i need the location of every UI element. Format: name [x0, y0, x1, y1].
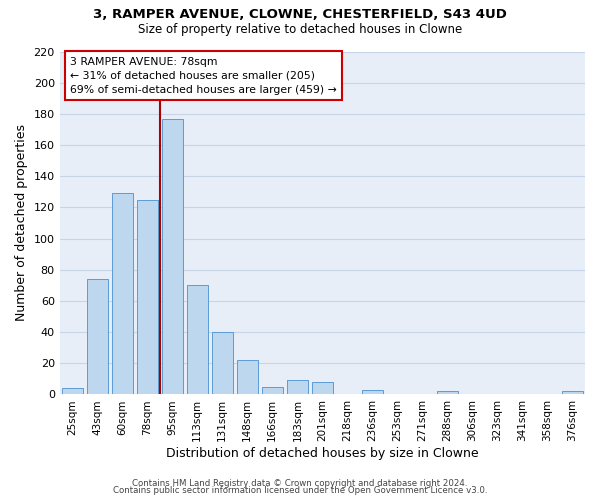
Bar	[137, 200, 158, 394]
Bar	[212, 332, 233, 394]
Text: Contains public sector information licensed under the Open Government Licence v3: Contains public sector information licen…	[113, 486, 487, 495]
Bar	[112, 194, 133, 394]
Bar	[312, 382, 333, 394]
Bar	[562, 392, 583, 394]
Bar	[437, 392, 458, 394]
X-axis label: Distribution of detached houses by size in Clowne: Distribution of detached houses by size …	[166, 447, 479, 460]
Y-axis label: Number of detached properties: Number of detached properties	[15, 124, 28, 322]
Bar	[262, 386, 283, 394]
Bar	[287, 380, 308, 394]
Bar	[62, 388, 83, 394]
Bar	[362, 390, 383, 394]
Bar	[187, 286, 208, 395]
Text: 3, RAMPER AVENUE, CLOWNE, CHESTERFIELD, S43 4UD: 3, RAMPER AVENUE, CLOWNE, CHESTERFIELD, …	[93, 8, 507, 20]
Bar	[161, 118, 183, 394]
Text: Size of property relative to detached houses in Clowne: Size of property relative to detached ho…	[138, 22, 462, 36]
Text: 3 RAMPER AVENUE: 78sqm
← 31% of detached houses are smaller (205)
69% of semi-de: 3 RAMPER AVENUE: 78sqm ← 31% of detached…	[70, 56, 337, 94]
Text: Contains HM Land Registry data © Crown copyright and database right 2024.: Contains HM Land Registry data © Crown c…	[132, 478, 468, 488]
Bar	[86, 279, 108, 394]
Bar	[236, 360, 258, 394]
